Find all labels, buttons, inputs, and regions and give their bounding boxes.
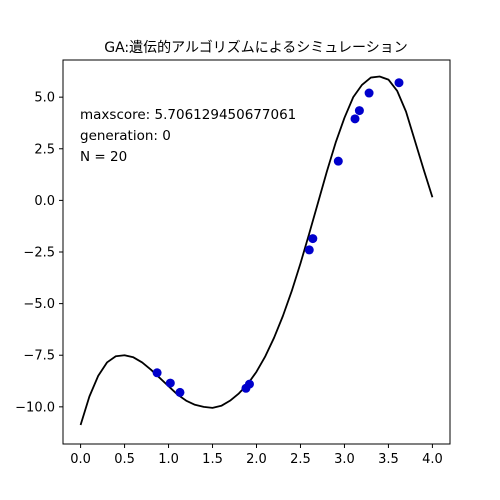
- x-tick-label: 2.0: [246, 452, 267, 467]
- y-tick-label: −10.0: [15, 400, 55, 415]
- x-tick-label: 2.5: [290, 452, 311, 467]
- plot-area: [79, 75, 434, 426]
- x-tick-label: 0.0: [70, 452, 91, 467]
- y-tick-label: 5.0: [34, 91, 55, 106]
- y-tick-label: 0.0: [34, 194, 55, 209]
- population-point: [165, 378, 175, 388]
- population-point: [350, 114, 360, 124]
- x-tick-label: 3.5: [378, 452, 399, 467]
- population-point: [354, 106, 364, 116]
- annotation-population: N = 20: [80, 149, 127, 165]
- y-tick-label: −7.5: [23, 349, 55, 364]
- population-point: [333, 156, 343, 166]
- axis-ticks: 0.0 0.5 1.0 1.5 2.0 2.5 3.0 3.5 4.0 5.0 2.5 0.0 −2.5…: [15, 91, 443, 467]
- y-tick-label: −5.0: [23, 297, 55, 312]
- population-point: [364, 88, 374, 98]
- population-point: [308, 234, 318, 244]
- population-point: [394, 78, 404, 88]
- y-tick-label: −2.5: [23, 246, 55, 261]
- population-point: [175, 387, 185, 397]
- x-tick-label: 4.0: [422, 452, 443, 467]
- population-point: [304, 245, 314, 255]
- axes-frame: [62, 59, 451, 445]
- y-tick-label: 2.5: [34, 142, 55, 157]
- x-tick-label: 1.0: [158, 452, 179, 467]
- fitness-curve: [79, 75, 434, 426]
- annotation-generation: generation: 0: [80, 128, 171, 144]
- x-tick-label: 0.5: [114, 452, 135, 467]
- chart-title: GA:遺伝的アルゴリズムによるシミュレーション: [104, 39, 408, 56]
- x-tick-label: 1.5: [202, 452, 223, 467]
- annotation-maxscore: maxscore: 5.706129450677061: [80, 107, 296, 123]
- population-point: [244, 379, 254, 389]
- x-tick-label: 3.0: [334, 452, 355, 467]
- population-point: [152, 368, 162, 378]
